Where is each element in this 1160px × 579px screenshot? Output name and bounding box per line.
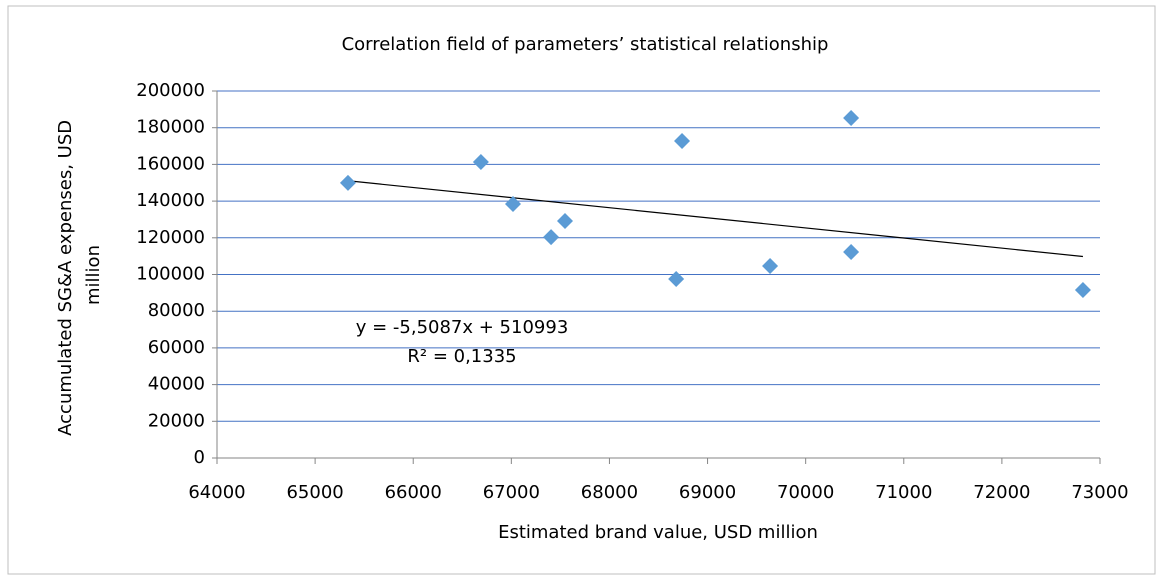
data-point [668,270,685,287]
data-point [339,174,356,191]
y-axis-title-line: million [83,245,104,305]
x-tick-label: 73000 [1071,482,1128,503]
x-tick-label: 65000 [286,482,343,503]
x-axis-title: Estimated brand value, USD million [498,522,818,543]
x-tick-label: 70000 [777,482,834,503]
x-tick-label: 67000 [483,482,540,503]
y-tick-label: 140000 [136,190,205,211]
y-tick-label: 180000 [136,117,205,138]
data-point [543,229,560,246]
y-tick-label: 200000 [136,80,205,101]
y-axis-title: Accumulated SG&A expenses, USD million [55,114,104,436]
data-point [472,154,489,171]
x-tick-label: 66000 [385,482,442,503]
y-tick-label: 0 [194,447,205,468]
data-point [1074,282,1091,299]
y-tick-label: 20000 [148,410,205,431]
y-axis-title-line: Accumulated SG&A expenses, USD [55,120,76,436]
trendline-r2: R² = 0,1335 [407,346,516,367]
y-tick-label: 120000 [136,227,205,248]
data-point [843,109,860,126]
y-tick-label: 160000 [136,153,205,174]
x-tick-label: 72000 [973,482,1030,503]
data-point [674,133,691,150]
chart-title: Correlation field of parameters’ statist… [342,34,829,55]
x-tick-label: 71000 [875,482,932,503]
x-tick-label: 64000 [188,482,245,503]
y-tick-label: 40000 [148,374,205,395]
data-point [762,258,779,275]
chart-border [7,5,1156,575]
trendline-equation: y = -5,5087x + 510993 [356,317,569,338]
y-tick-label: 60000 [148,337,205,358]
data-point [505,196,522,213]
x-tick-label: 69000 [679,482,736,503]
y-tick-label: 100000 [136,264,205,285]
data-point [557,213,574,230]
trendline [347,180,1083,258]
data-point [843,244,860,261]
x-tick-label: 68000 [581,482,638,503]
y-tick-label: 80000 [148,300,205,321]
